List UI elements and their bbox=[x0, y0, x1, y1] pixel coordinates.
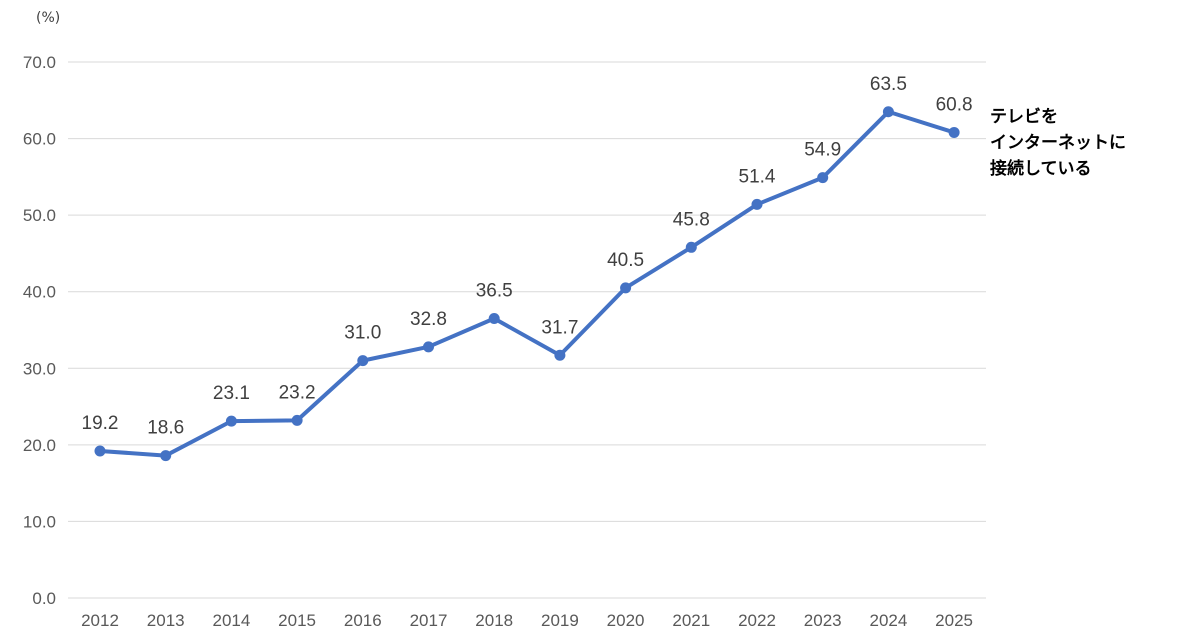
y-tick-label: 40.0 bbox=[23, 283, 56, 302]
data-point bbox=[685, 241, 697, 253]
x-tick-label: 2019 bbox=[541, 611, 579, 630]
data-point bbox=[160, 450, 172, 462]
data-point bbox=[554, 349, 566, 361]
data-point bbox=[751, 198, 763, 210]
data-label: 63.5 bbox=[870, 74, 907, 95]
x-tick-label: 2023 bbox=[804, 611, 842, 630]
y-tick-label: 70.0 bbox=[23, 53, 56, 72]
data-point bbox=[291, 414, 303, 426]
x-tick-label: 2017 bbox=[410, 611, 448, 630]
data-point bbox=[423, 341, 434, 353]
series-name-line: テレビを bbox=[990, 107, 1058, 127]
series-line bbox=[98, 109, 957, 458]
data-label: 31.0 bbox=[344, 323, 381, 344]
data-points bbox=[94, 106, 960, 462]
x-tick-label: 2012 bbox=[81, 611, 119, 630]
x-axis-tick-labels: 2012 2013 2014 2015 2016 2017 2018 2019 2020 2021… bbox=[81, 611, 973, 630]
data-point bbox=[357, 355, 369, 367]
data-point bbox=[817, 172, 829, 184]
x-tick-label: 2014 bbox=[212, 611, 250, 630]
data-labels: 19.2 18.6 23.1 23.2 31.0 32.8 36.5 31.7 40.5 45.8… bbox=[82, 74, 973, 439]
data-label: 19.2 bbox=[82, 413, 119, 434]
y-tick-label: 10.0 bbox=[23, 512, 56, 531]
y-tick-label: 20.0 bbox=[23, 436, 56, 455]
data-label: 23.1 bbox=[213, 383, 250, 404]
data-label: 60.8 bbox=[936, 94, 973, 115]
y-axis-tick-labels: 0.0 10.0 20.0 30.0 40.0 50.0 60.0 70.0 bbox=[23, 53, 56, 608]
data-label: 36.5 bbox=[476, 281, 513, 302]
y-tick-label: 50.0 bbox=[23, 206, 56, 225]
data-label: 18.6 bbox=[147, 418, 184, 439]
data-point bbox=[620, 282, 632, 294]
y-tick-label: 60.0 bbox=[23, 130, 56, 149]
data-label: 32.8 bbox=[410, 309, 447, 330]
x-tick-label: 2013 bbox=[147, 611, 185, 630]
data-label: 54.9 bbox=[804, 140, 841, 161]
data-point bbox=[488, 313, 500, 325]
x-tick-label: 2018 bbox=[475, 611, 513, 630]
gridlines bbox=[68, 61, 986, 599]
data-label: 31.7 bbox=[541, 317, 578, 338]
series-name-line: インターネットに bbox=[990, 133, 1126, 153]
y-axis-unit-label: (%) bbox=[36, 10, 60, 26]
data-point bbox=[882, 106, 894, 118]
x-tick-label: 2024 bbox=[869, 611, 907, 630]
series-name-line: 接続している bbox=[990, 158, 1092, 179]
x-tick-label: 2022 bbox=[738, 611, 776, 630]
x-tick-label: 2021 bbox=[672, 611, 710, 630]
data-point bbox=[225, 415, 237, 427]
x-tick-label: 2025 bbox=[935, 611, 973, 630]
data-point bbox=[94, 445, 106, 457]
x-tick-label: 2015 bbox=[278, 611, 316, 630]
series-name-label: テレビをインターネットに接続している bbox=[990, 107, 1126, 179]
y-tick-label: 0.0 bbox=[32, 589, 56, 608]
x-tick-label: 2020 bbox=[607, 611, 645, 630]
data-label: 51.4 bbox=[739, 166, 776, 187]
data-label: 45.8 bbox=[673, 209, 710, 230]
data-point bbox=[948, 126, 960, 138]
data-label: 40.5 bbox=[607, 250, 644, 271]
x-tick-label: 2016 bbox=[344, 611, 382, 630]
y-tick-label: 30.0 bbox=[23, 359, 56, 378]
data-label: 23.2 bbox=[279, 382, 316, 403]
